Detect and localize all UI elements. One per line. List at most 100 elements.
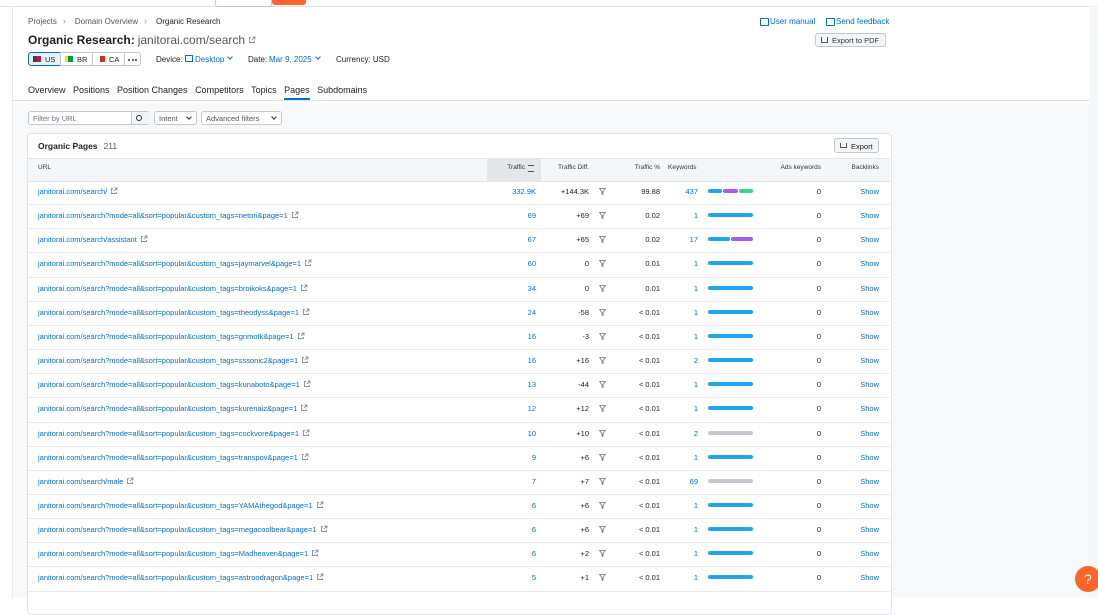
traffic[interactable]: 9 xyxy=(531,452,536,462)
filter-icon[interactable] xyxy=(599,550,606,558)
traffic[interactable]: 13 xyxy=(527,380,536,390)
database-code[interactable]: US xyxy=(45,55,56,64)
page-url[interactable]: janitorai.com/search?mode=all&sort=popul… xyxy=(38,356,299,366)
external-link-icon[interactable] xyxy=(110,187,118,195)
external-link-icon[interactable] xyxy=(300,284,308,292)
filter-icon[interactable] xyxy=(599,188,606,195)
traffic[interactable]: 5 xyxy=(531,573,536,583)
external-link-icon[interactable] xyxy=(303,380,311,388)
device-select[interactable]: Desktop xyxy=(195,55,225,64)
database-button[interactable]: CA xyxy=(92,52,125,66)
filter-icon[interactable] xyxy=(599,453,606,461)
tab[interactable]: Positions xyxy=(73,85,110,95)
tab[interactable]: Competitors xyxy=(195,85,244,95)
page-url[interactable]: janitorai.com/search?mode=all&sort=popul… xyxy=(38,259,302,269)
backlinks-show[interactable]: Show xyxy=(860,307,879,317)
backlinks-show[interactable]: Show xyxy=(860,500,879,510)
feedback-icon[interactable] xyxy=(826,18,835,26)
filter-icon[interactable] xyxy=(599,574,606,582)
keywords[interactable]: 1 xyxy=(693,380,698,390)
external-link-icon[interactable] xyxy=(297,332,305,340)
external-link-icon[interactable] xyxy=(320,525,328,533)
database-code[interactable]: CA xyxy=(109,55,120,64)
keywords[interactable]: 1 xyxy=(693,259,698,269)
user-manual-link[interactable]: User manual xyxy=(770,17,816,26)
export-pdf-button[interactable]: Export to PDF xyxy=(815,33,886,47)
tab[interactable]: Topics xyxy=(251,85,277,95)
breadcrumb-item[interactable]: Domain Overview xyxy=(74,17,139,26)
external-link-icon[interactable] xyxy=(302,308,310,316)
page-url[interactable]: janitorai.com/search?mode=all&sort=popul… xyxy=(38,549,309,559)
top-button[interactable] xyxy=(272,0,306,5)
traffic[interactable]: 332.9K xyxy=(512,187,536,196)
page-url[interactable]: janitorai.com/search?mode=all&sort=popul… xyxy=(38,307,299,317)
user-manual-icon[interactable] xyxy=(760,18,769,26)
traffic[interactable]: 69 xyxy=(527,211,536,221)
external-link-icon[interactable] xyxy=(248,36,256,44)
send-feedback-link[interactable]: Send feedback xyxy=(836,17,890,26)
database-button[interactable]: BR xyxy=(60,52,93,66)
tab[interactable]: Position Changes xyxy=(117,85,188,95)
backlinks-show[interactable]: Show xyxy=(860,380,879,390)
sort-icon[interactable] xyxy=(528,165,534,172)
keywords[interactable]: 1 xyxy=(693,500,698,510)
filter-icon[interactable] xyxy=(599,284,606,292)
page-url[interactable]: janitorai.com/search/assistant xyxy=(38,235,137,245)
filter-icon[interactable] xyxy=(599,477,606,485)
traffic[interactable]: 60 xyxy=(527,259,536,269)
keywords[interactable]: 1 xyxy=(693,573,698,583)
export-pdf-label[interactable]: Export to PDF xyxy=(832,36,880,45)
backlinks-show[interactable]: Show xyxy=(860,356,879,366)
database-button[interactable]: US xyxy=(28,52,61,66)
traffic[interactable]: 6 xyxy=(531,525,536,535)
traffic[interactable]: 67 xyxy=(527,235,536,245)
advanced-filters-label[interactable]: Advanced filters xyxy=(206,114,260,123)
column-header[interactable]: Traffic xyxy=(507,164,525,171)
keywords[interactable]: 1 xyxy=(693,452,698,462)
external-link-icon[interactable] xyxy=(300,404,308,412)
tab[interactable]: Overview xyxy=(28,85,66,95)
backlinks-show[interactable]: Show xyxy=(860,283,879,293)
filter-icon[interactable] xyxy=(599,308,606,316)
external-link-icon[interactable] xyxy=(302,429,310,437)
keywords[interactable]: 1 xyxy=(693,283,698,293)
page-url[interactable]: janitorai.com/search?mode=all&sort=popul… xyxy=(38,500,313,510)
page-url[interactable]: janitorai.com/search?mode=all&sort=popul… xyxy=(38,283,297,293)
traffic[interactable]: 24 xyxy=(527,307,536,317)
backlinks-show[interactable]: Show xyxy=(860,331,879,341)
external-link-icon[interactable] xyxy=(316,573,324,581)
page-url[interactable]: janitorai.com/search?mode=all&sort=popul… xyxy=(38,331,294,341)
filter-icon[interactable] xyxy=(599,405,606,413)
page-url[interactable]: janitorai.com/search?mode=all&sort=popul… xyxy=(38,211,288,221)
filter-icon[interactable] xyxy=(599,526,606,534)
page-url[interactable]: janitorai.com/search/ xyxy=(38,187,108,196)
backlinks-show[interactable]: Show xyxy=(860,549,879,559)
keywords[interactable]: 2 xyxy=(693,428,698,438)
external-link-icon[interactable] xyxy=(291,211,299,219)
external-link-icon[interactable] xyxy=(316,501,324,509)
more-databases-button[interactable] xyxy=(124,52,141,66)
page-url[interactable]: janitorai.com/search/male xyxy=(38,476,124,486)
keywords[interactable]: 437 xyxy=(685,187,698,196)
backlinks-show[interactable]: Show xyxy=(860,235,879,245)
backlinks-show[interactable]: Show xyxy=(860,187,879,196)
page-url[interactable]: janitorai.com/search?mode=all&sort=popul… xyxy=(38,573,314,583)
keywords[interactable]: 1 xyxy=(693,404,698,414)
traffic[interactable]: 10 xyxy=(527,428,536,438)
tab[interactable]: Subdomains xyxy=(317,85,368,95)
filter-icon[interactable] xyxy=(599,332,606,340)
keywords[interactable]: 1 xyxy=(693,549,698,559)
traffic[interactable]: 34 xyxy=(527,283,536,293)
external-link-icon[interactable] xyxy=(301,453,309,461)
page-url[interactable]: janitorai.com/search?mode=all&sort=popul… xyxy=(38,452,298,462)
export-button[interactable]: Export xyxy=(834,138,879,153)
keywords[interactable]: 1 xyxy=(693,211,698,221)
page-url[interactable]: janitorai.com/search?mode=all&sort=popul… xyxy=(38,380,300,390)
external-link-icon[interactable] xyxy=(311,549,319,557)
keywords[interactable]: 17 xyxy=(689,235,698,245)
intent-filter[interactable]: Intent xyxy=(154,111,197,125)
export-label[interactable]: Export xyxy=(851,142,873,151)
filter-icon[interactable] xyxy=(599,357,606,365)
filter-icon[interactable] xyxy=(599,212,606,220)
traffic[interactable]: 12 xyxy=(527,404,536,414)
